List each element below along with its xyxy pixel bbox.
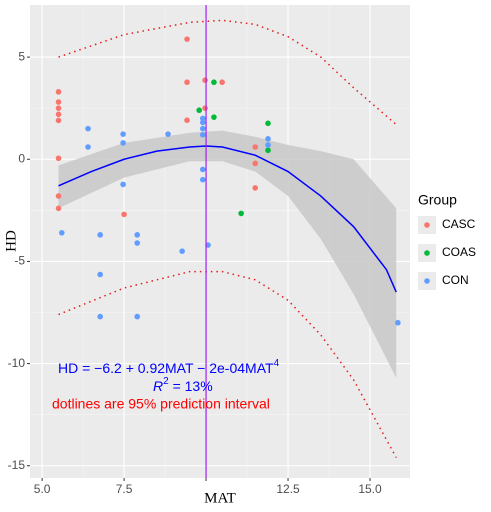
- point: [97, 271, 103, 278]
- point: [184, 117, 190, 124]
- point: [202, 105, 208, 111]
- y-tick-label: -10: [8, 356, 26, 370]
- point: [55, 99, 62, 105]
- point: [196, 107, 202, 114]
- prediction-line: [58, 270, 397, 458]
- point: [55, 193, 62, 199]
- r-squared: R2 = 13%: [153, 376, 213, 394]
- point: [120, 181, 126, 188]
- legend-title: Group: [418, 192, 457, 208]
- y-tick-label: -15: [8, 458, 26, 472]
- point: [199, 119, 206, 126]
- x-tick-label: 12.5: [276, 482, 300, 496]
- y-tick-label: 5: [18, 49, 25, 63]
- point: [55, 205, 62, 212]
- note: dotlines are 95% prediction interval: [52, 396, 270, 412]
- point: [395, 319, 401, 326]
- point: [120, 140, 126, 146]
- y-axis-title: HD: [3, 230, 19, 252]
- point: [184, 79, 190, 86]
- point: [165, 131, 171, 137]
- point: [55, 111, 62, 118]
- point: [202, 77, 208, 83]
- legend-marker: [424, 250, 430, 256]
- point: [265, 120, 271, 127]
- legend-label: CASC: [442, 217, 476, 231]
- point: [59, 230, 65, 236]
- point: [252, 185, 259, 191]
- point: [55, 117, 62, 124]
- point: [219, 79, 225, 86]
- point: [199, 131, 206, 138]
- point: [265, 136, 271, 142]
- equation-exponent: 4: [274, 358, 280, 369]
- y-tick-label: 0: [18, 151, 25, 165]
- point: [134, 313, 141, 320]
- x-axis-title: MAT: [204, 490, 236, 506]
- confidence-band: [58, 130, 397, 378]
- x-tick-label: 15.0: [358, 482, 382, 496]
- legend-marker: [424, 278, 430, 284]
- point: [97, 232, 103, 238]
- point: [211, 79, 217, 86]
- point: [238, 210, 244, 217]
- r-squared-value: = 13%: [169, 378, 213, 394]
- r-squared-symbol: R: [153, 378, 163, 394]
- point: [134, 232, 141, 238]
- point: [199, 115, 206, 122]
- point: [184, 36, 190, 42]
- point: [55, 155, 62, 162]
- point: [199, 176, 206, 183]
- point: [85, 125, 91, 132]
- x-tick-label: 5.0: [34, 482, 51, 496]
- point: [199, 125, 206, 132]
- equation-text: HD = −6.2 + 0.92MAT − 2e-04MAT: [58, 360, 274, 376]
- legend-label: COAS: [442, 245, 476, 259]
- point: [134, 240, 141, 246]
- legend-marker: [424, 222, 430, 228]
- point: [97, 313, 103, 320]
- x-tick-label: 7.5: [116, 482, 133, 496]
- point: [211, 114, 217, 120]
- legend-label: CON: [442, 273, 469, 287]
- y-tick-label: -5: [14, 254, 25, 268]
- point: [179, 248, 185, 255]
- point: [55, 89, 62, 95]
- point: [252, 160, 259, 167]
- point: [121, 211, 127, 218]
- point: [252, 144, 259, 150]
- point: [265, 142, 271, 148]
- point: [85, 144, 91, 150]
- point: [265, 147, 271, 154]
- r-squared-exponent: 2: [163, 376, 169, 387]
- point: [120, 131, 126, 137]
- fit-line: [58, 145, 397, 293]
- point: [199, 166, 206, 173]
- point: [55, 105, 62, 111]
- equation: HD = −6.2 + 0.92MAT − 2e-04MAT4: [58, 358, 280, 376]
